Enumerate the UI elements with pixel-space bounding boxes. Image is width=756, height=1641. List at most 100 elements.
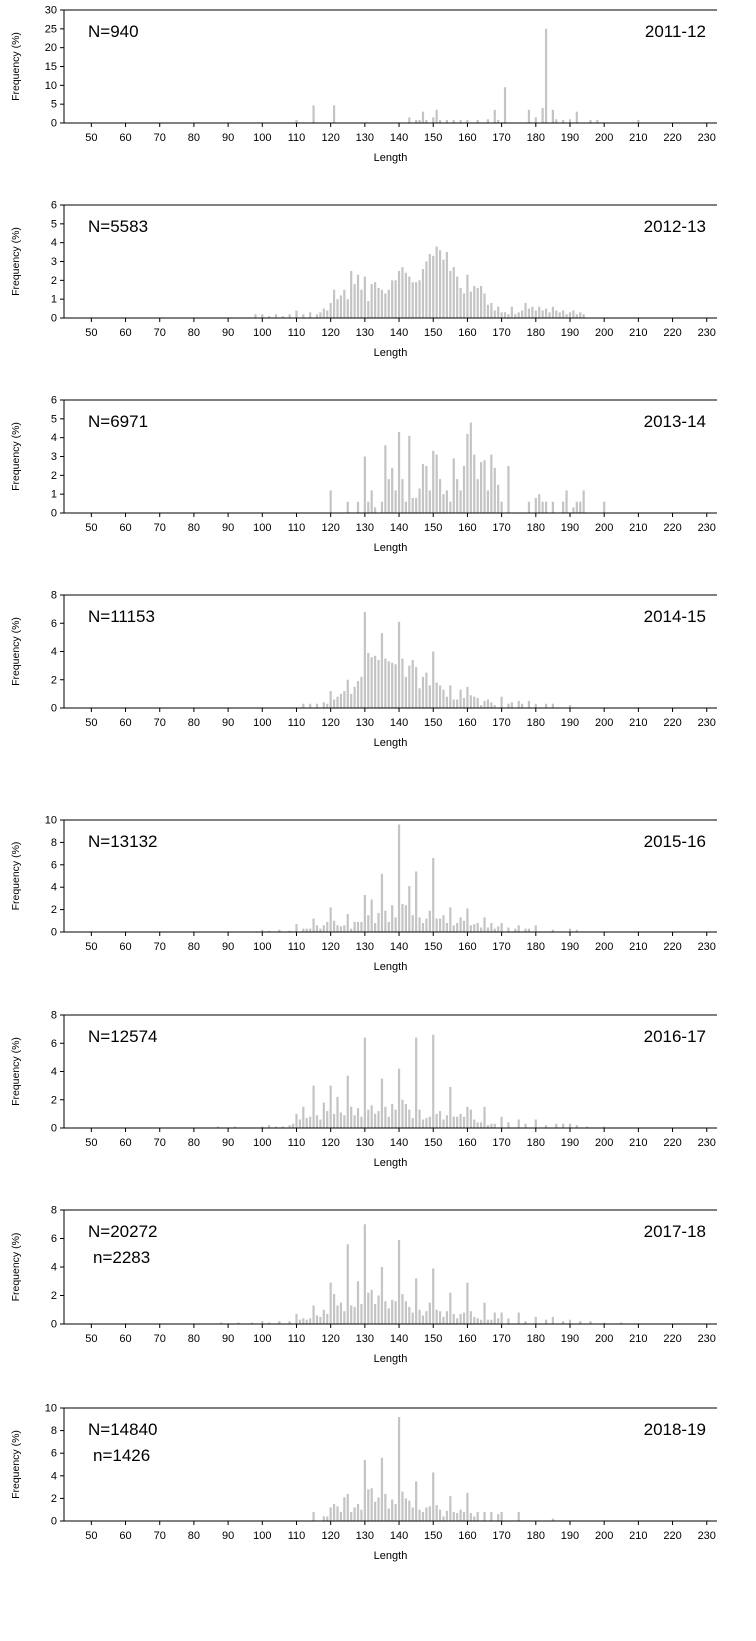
bar bbox=[411, 282, 414, 318]
y-tick-label: 0 bbox=[51, 1319, 57, 1331]
bar bbox=[418, 119, 421, 123]
bar bbox=[408, 1500, 411, 1521]
bar bbox=[411, 497, 414, 513]
bar bbox=[497, 306, 500, 318]
x-tick-label: 160 bbox=[458, 717, 476, 729]
x-tick-label: 100 bbox=[253, 717, 271, 729]
bar bbox=[302, 314, 305, 318]
bar bbox=[589, 119, 592, 123]
bar bbox=[220, 1322, 223, 1324]
x-tick-label: 170 bbox=[492, 327, 510, 339]
bar bbox=[336, 1096, 339, 1128]
bar bbox=[493, 1312, 496, 1324]
bar bbox=[401, 658, 404, 708]
bar bbox=[332, 699, 336, 708]
bar bbox=[346, 914, 349, 932]
bar bbox=[363, 1037, 366, 1128]
x-tick-label: 180 bbox=[527, 717, 545, 729]
bar bbox=[527, 501, 531, 513]
bar bbox=[401, 267, 404, 318]
bar bbox=[377, 659, 380, 708]
bar bbox=[514, 314, 517, 318]
bar bbox=[401, 479, 404, 513]
bar bbox=[428, 490, 431, 513]
x-tick-label: 200 bbox=[595, 1530, 613, 1542]
bar bbox=[370, 1488, 373, 1521]
bar bbox=[497, 1514, 500, 1521]
bar bbox=[500, 1312, 503, 1324]
bar bbox=[391, 905, 394, 932]
bar bbox=[435, 682, 438, 708]
bar bbox=[336, 1506, 339, 1521]
bar bbox=[462, 1312, 466, 1324]
x-tick-label: 120 bbox=[321, 941, 339, 953]
x-tick-label: 160 bbox=[458, 1333, 476, 1345]
bar bbox=[346, 1075, 349, 1128]
x-tick-label: 170 bbox=[492, 1333, 510, 1345]
bar bbox=[575, 501, 578, 513]
bar bbox=[510, 702, 513, 708]
bar bbox=[456, 479, 459, 513]
x-tick-label: 110 bbox=[288, 327, 306, 339]
x-tick-label: 100 bbox=[253, 1530, 271, 1542]
bar bbox=[438, 1509, 442, 1521]
bar bbox=[397, 621, 401, 708]
bar bbox=[353, 284, 356, 318]
bar bbox=[531, 306, 534, 318]
bar bbox=[425, 261, 428, 318]
bar bbox=[295, 1113, 298, 1129]
bar bbox=[466, 1282, 469, 1324]
bar bbox=[486, 490, 490, 513]
bar bbox=[480, 1319, 483, 1324]
bar bbox=[500, 696, 503, 708]
x-tick-label: 60 bbox=[119, 327, 131, 339]
bar bbox=[466, 908, 469, 932]
bar bbox=[551, 703, 554, 708]
bar bbox=[459, 1113, 462, 1129]
bar bbox=[312, 105, 315, 123]
bar bbox=[377, 1111, 380, 1128]
y-tick-label: 1 bbox=[51, 489, 57, 501]
bar bbox=[568, 1123, 572, 1128]
bar bbox=[579, 312, 582, 318]
y-tick-label: 6 bbox=[51, 859, 57, 871]
bar bbox=[435, 454, 438, 513]
bar bbox=[579, 1321, 582, 1324]
x-tick-label: 120 bbox=[321, 1530, 339, 1542]
bar bbox=[476, 1511, 479, 1521]
bar bbox=[387, 289, 390, 318]
bar bbox=[346, 299, 349, 318]
bar bbox=[497, 1318, 500, 1324]
x-tick-label: 210 bbox=[629, 1333, 647, 1345]
bar bbox=[449, 685, 452, 708]
bar bbox=[237, 1322, 240, 1324]
bar bbox=[421, 269, 425, 318]
bar bbox=[346, 1493, 349, 1521]
bar bbox=[449, 907, 452, 932]
x-tick-label: 120 bbox=[321, 327, 339, 339]
bar bbox=[302, 1106, 305, 1128]
y-tick-label: 8 bbox=[51, 1010, 57, 1022]
bar bbox=[319, 312, 322, 318]
bar bbox=[391, 1103, 394, 1128]
bar bbox=[418, 488, 421, 513]
bar bbox=[384, 1301, 387, 1324]
bar bbox=[466, 119, 469, 123]
bar bbox=[315, 703, 319, 708]
bar bbox=[387, 921, 390, 932]
bar bbox=[377, 287, 380, 318]
x-tick-label: 120 bbox=[321, 132, 339, 144]
bar bbox=[490, 1319, 493, 1324]
y-axis-label: Frequency (%) bbox=[10, 422, 22, 491]
bar bbox=[466, 686, 469, 708]
bar bbox=[425, 1507, 428, 1521]
x-tick-label: 130 bbox=[356, 1333, 374, 1345]
bar bbox=[374, 655, 377, 708]
bar bbox=[544, 308, 548, 318]
bar bbox=[603, 1126, 606, 1128]
x-tick-label: 150 bbox=[424, 327, 442, 339]
bar bbox=[421, 1511, 425, 1521]
y-tick-label: 3 bbox=[51, 256, 57, 268]
x-tick-label: 180 bbox=[527, 941, 545, 953]
bar bbox=[397, 1068, 401, 1128]
